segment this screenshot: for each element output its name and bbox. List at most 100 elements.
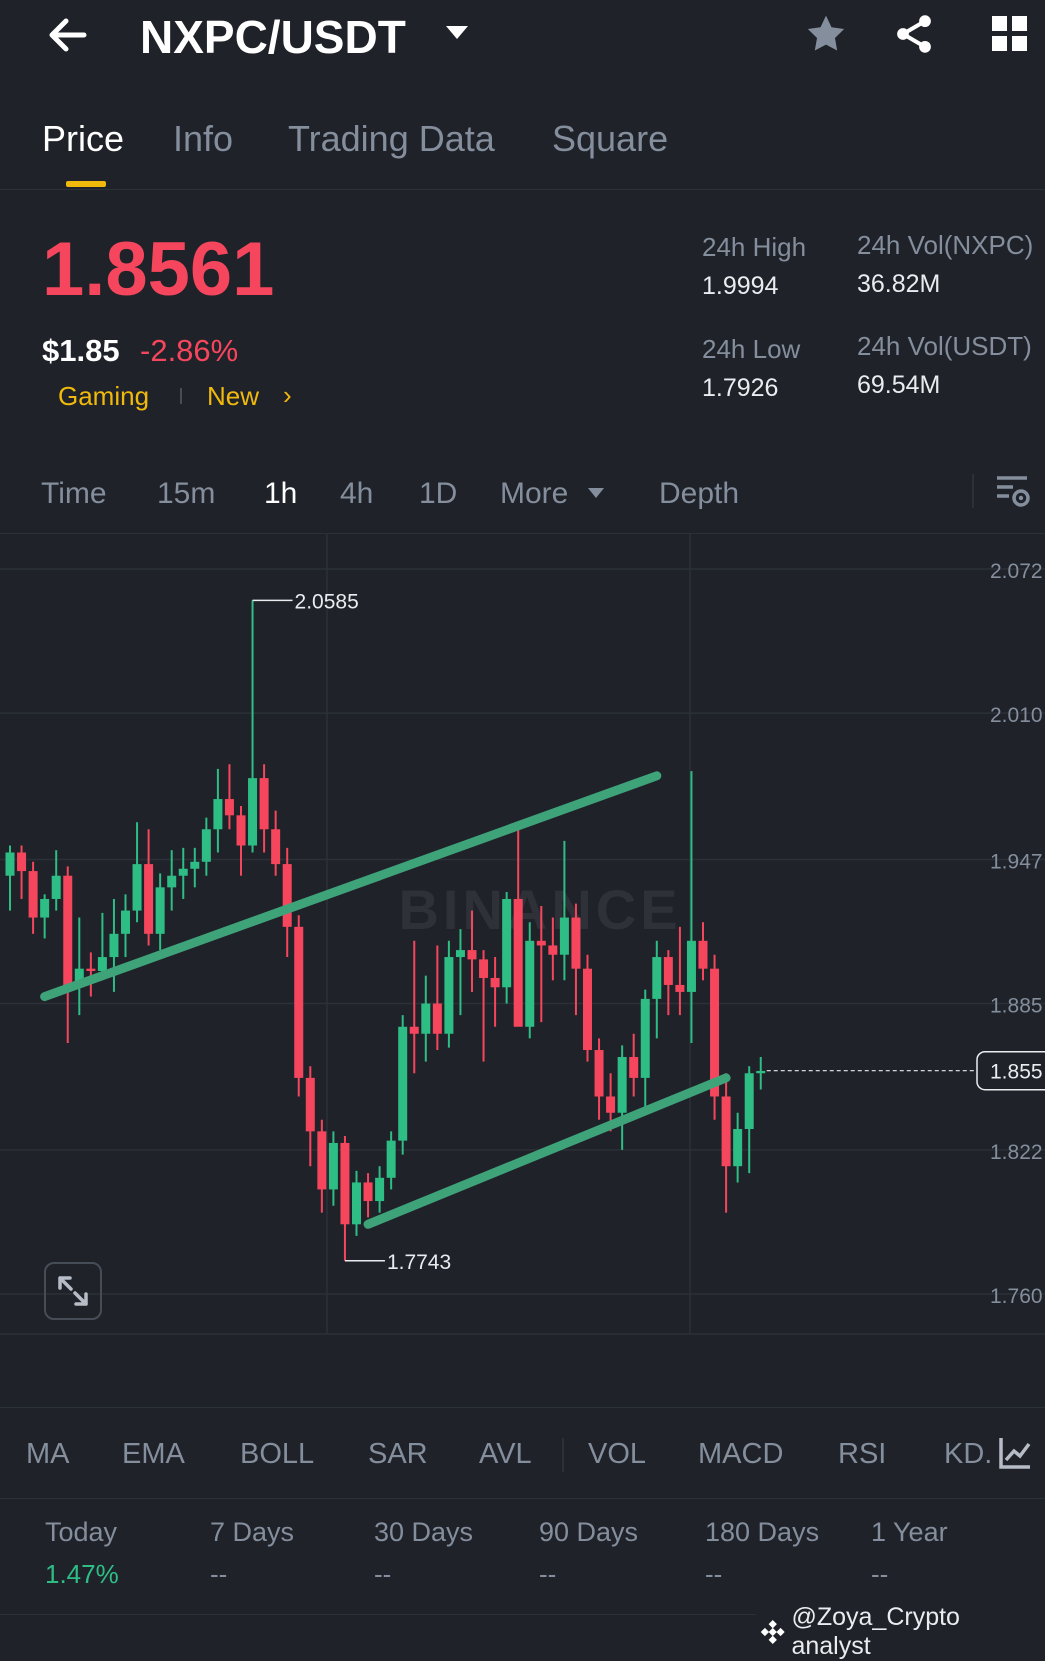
pair-selector[interactable]	[444, 24, 470, 44]
favorite-button[interactable]	[804, 12, 848, 56]
candle-body	[432, 1003, 442, 1034]
candle-body	[328, 1142, 338, 1190]
candle-body	[201, 829, 211, 862]
tab-active-indicator	[66, 181, 106, 187]
tab-info[interactable]: Info	[173, 118, 234, 159]
indicator-vol[interactable]: VOL	[588, 1438, 647, 1470]
candle-body	[617, 1056, 627, 1113]
y-tick-label: 2.010	[990, 704, 1043, 727]
candle-body	[444, 957, 454, 1034]
tf-time[interactable]: Time	[41, 477, 107, 510]
low-marker-label: 1.7743	[387, 1251, 451, 1274]
chart-settings-button[interactable]	[993, 472, 1031, 510]
candle-body	[340, 1142, 350, 1225]
caret-down-icon	[446, 26, 468, 39]
tf-15m[interactable]: 15m	[157, 477, 216, 510]
candle-body	[467, 950, 477, 960]
back-button[interactable]	[44, 12, 94, 58]
candle-body	[375, 1177, 385, 1202]
candle-body	[479, 959, 489, 978]
pair-title[interactable]: NXPC/USDT	[140, 11, 406, 63]
attribution-text: @Zoya_Crypto analyst	[791, 1603, 960, 1660]
perf-label: 180 Days	[705, 1517, 820, 1547]
perf-value: 1.47%	[45, 1559, 119, 1589]
candle-body	[513, 898, 523, 1027]
indicator-sar[interactable]: SAR	[368, 1438, 428, 1470]
candle-body	[710, 968, 720, 1097]
perf-value: --	[871, 1559, 889, 1589]
layout-button[interactable]	[990, 14, 1030, 54]
vol-quote-value: 69.54M	[857, 371, 941, 399]
low-label: 24h Low	[702, 334, 801, 364]
indicator-macd[interactable]: MACD	[698, 1438, 784, 1470]
price-change: -2.86%	[140, 333, 239, 368]
indicator-boll[interactable]: BOLL	[240, 1438, 315, 1470]
tf-more[interactable]: More	[500, 477, 569, 510]
indicator-ema[interactable]: EMA	[122, 1438, 185, 1470]
tag-separator	[180, 388, 182, 404]
candle-body	[744, 1073, 754, 1130]
perf-label: Today	[45, 1517, 118, 1547]
indicator-chart-icon	[999, 1438, 1031, 1469]
perf-label: 30 Days	[374, 1517, 474, 1547]
indicator-settings-button[interactable]	[997, 1435, 1033, 1471]
candle-body	[352, 1182, 361, 1225]
candle-body	[121, 910, 130, 934]
candle-body	[733, 1129, 743, 1167]
share-button[interactable]	[892, 12, 936, 56]
candle-body	[190, 861, 200, 869]
vol-quote-label: 24h Vol(USDT)	[857, 331, 1032, 361]
perf-value: --	[210, 1559, 228, 1589]
candle-body	[421, 1003, 431, 1034]
candle-body	[5, 852, 15, 876]
candle-body	[213, 799, 223, 830]
chart-settings-icon	[997, 476, 1030, 507]
candle-body	[721, 1096, 731, 1167]
indicator-rsi[interactable]: RSI	[838, 1438, 887, 1470]
indicator-avl[interactable]: AVL	[479, 1438, 532, 1470]
candlestick-chart[interactable]: 2.072 2.010 1.947 1.885 1.822 1.760 2025-05-20…	[0, 534, 1045, 1364]
chevron-right-icon[interactable]: ›	[283, 380, 292, 410]
tf-1d[interactable]: 1D	[419, 477, 458, 510]
candle-body	[167, 875, 177, 888]
star-icon	[807, 15, 845, 51]
candle-body	[398, 1026, 408, 1141]
candle-body	[594, 1050, 604, 1097]
candle-body	[132, 864, 142, 911]
tag-new[interactable]: New	[207, 381, 260, 411]
indicator-kd[interactable]: KD.	[944, 1438, 993, 1470]
candle-body	[51, 875, 61, 899]
candle-body	[525, 940, 535, 1027]
share-icon	[897, 15, 931, 53]
low-value: 1.7926	[702, 374, 779, 402]
candle-body	[686, 940, 696, 992]
tf-4h[interactable]: 4h	[340, 477, 374, 510]
tf-1h[interactable]: 1h	[264, 477, 298, 510]
attribution: @Zoya_Crypto analyst	[756, 1603, 1045, 1661]
candle-body	[490, 977, 500, 988]
candle-body	[756, 1070, 766, 1074]
expand-chart-button[interactable]	[44, 1262, 102, 1320]
candle-body	[502, 898, 512, 988]
candle-body	[698, 940, 708, 969]
candle-body	[675, 984, 685, 992]
candle-body	[259, 778, 269, 830]
candle-body	[640, 998, 650, 1078]
tab-square[interactable]: Square	[552, 118, 669, 159]
tf-depth[interactable]: Depth	[659, 477, 740, 510]
candle-body	[583, 968, 592, 1051]
x-tick-label: 2025-05-21 23:00	[607, 1363, 773, 1364]
tab-price[interactable]: Price	[42, 118, 125, 159]
candle-body	[40, 898, 50, 918]
watermark-text: BINANCE	[398, 878, 681, 941]
tag-gaming[interactable]: Gaming	[58, 381, 150, 411]
performance-row: Today 1.47% 7 Days -- 30 Days -- 90 Days -- 180 …	[0, 1517, 1045, 1597]
perf-value: --	[539, 1559, 557, 1589]
indicator-separator	[562, 1438, 564, 1472]
tab-trading-data[interactable]: Trading Data	[288, 118, 495, 159]
candle-body	[248, 778, 258, 846]
current-price-tag	[976, 1050, 1045, 1091]
candle-body	[86, 968, 96, 972]
indicator-ma[interactable]: MA	[26, 1438, 70, 1470]
candle-body	[144, 864, 154, 934]
